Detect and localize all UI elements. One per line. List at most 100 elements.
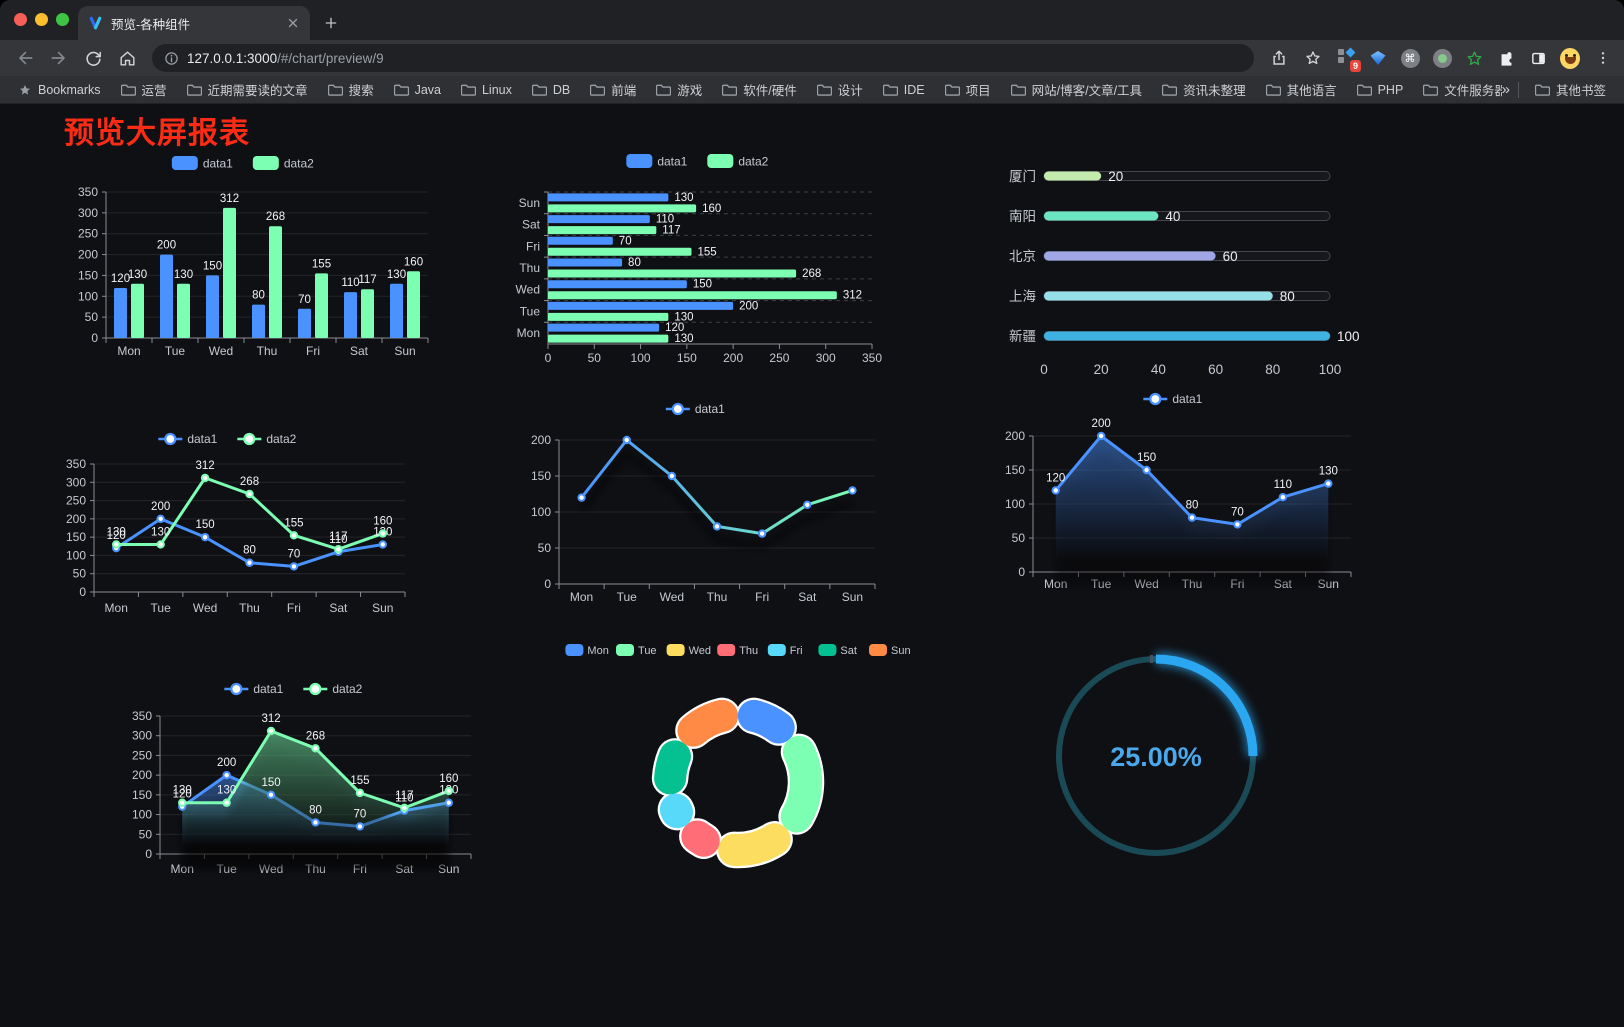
- svg-text:200: 200: [531, 433, 551, 447]
- bookmark-folder[interactable]: Java: [386, 80, 449, 100]
- folder-icon: [120, 84, 136, 96]
- extension-record-icon[interactable]: [1432, 48, 1452, 68]
- line-chart-basic: 0 50 100 150 200 250 300 350 Mon Tue Wed Thu Fri Sat S…: [40, 420, 415, 640]
- bookmark-folder[interactable]: 资讯未整理: [1154, 77, 1254, 102]
- progress-bar-chart: 厦门 20 南阳 40 北京 60 上海 80 新疆 100 0 20 40 60 80 100: [998, 150, 1368, 390]
- bookmark-folder[interactable]: 游戏: [648, 77, 710, 102]
- svg-text:200: 200: [78, 248, 98, 262]
- svg-text:60: 60: [1208, 362, 1223, 377]
- svg-text:110: 110: [656, 214, 674, 226]
- bookmark-folder[interactable]: 网站/博客/文章/工具: [1003, 77, 1150, 102]
- svg-text:350: 350: [66, 457, 86, 471]
- svg-text:Sat: Sat: [350, 344, 369, 358]
- profile-avatar[interactable]: [1560, 47, 1580, 69]
- extension-grid-icon[interactable]: 9: [1336, 47, 1361, 72]
- bookmark-folder[interactable]: 近期需要读的文章: [179, 77, 316, 102]
- bookmark-folder[interactable]: 设计: [809, 77, 871, 102]
- bookmark-folder[interactable]: 文件服务器: [1415, 77, 1502, 102]
- chart-legend[interactable]: Mon Tue Wed Thu Fri Sat Sun: [565, 644, 911, 657]
- svg-text:Mon: Mon: [570, 590, 593, 604]
- svg-text:100: 100: [1337, 329, 1360, 344]
- bookmark-folder[interactable]: IDE: [875, 80, 933, 100]
- progress-fill-新疆: [1044, 331, 1330, 341]
- svg-text:117: 117: [662, 225, 680, 237]
- folder-icon: [722, 84, 738, 96]
- bookmark-folder[interactable]: 搜索: [320, 77, 382, 102]
- window-close-button[interactable]: [14, 13, 27, 26]
- svg-text:40: 40: [1151, 362, 1166, 377]
- svg-text:130: 130: [107, 526, 126, 538]
- svg-text:Sat: Sat: [798, 590, 817, 604]
- svg-text:130: 130: [217, 785, 236, 797]
- bookmark-folder[interactable]: DB: [524, 80, 578, 100]
- bookmark-label: 资讯未整理: [1183, 84, 1246, 98]
- svg-text:100: 100: [1005, 497, 1025, 511]
- donut-segment-Mon: [737, 699, 795, 744]
- chart-legend[interactable]: data1 data2: [158, 432, 297, 446]
- side-panel-icon[interactable]: [1528, 48, 1548, 68]
- share-button[interactable]: [1264, 43, 1294, 73]
- svg-text:Thu: Thu: [519, 261, 540, 275]
- info-icon[interactable]: [164, 51, 179, 66]
- svg-text:data1: data1: [253, 682, 283, 696]
- svg-text:250: 250: [132, 748, 152, 762]
- tab-favicon: [89, 16, 102, 29]
- extension-gem-icon[interactable]: [1368, 48, 1388, 68]
- bookmark-label: 项目: [965, 84, 991, 98]
- back-button[interactable]: [10, 43, 40, 73]
- window-zoom-button[interactable]: [56, 13, 69, 26]
- svg-text:Wed: Wed: [193, 601, 217, 615]
- bookmark-folder[interactable]: 软件/硬件: [714, 77, 804, 102]
- bookmarks-manager[interactable]: Bookmarks: [10, 80, 109, 100]
- line-chart-gradient: 0 50 100 150 200 Mon Tue Wed Thu Fri Sat Sun data1: [503, 396, 888, 616]
- bookmark-folder[interactable]: PHP: [1349, 80, 1412, 100]
- window-minimize-button[interactable]: [35, 13, 48, 26]
- svg-text:150: 150: [677, 351, 697, 365]
- bookmark-folder[interactable]: Linux: [453, 80, 520, 100]
- svg-text:120: 120: [111, 273, 130, 285]
- bar-series-data1: 120 200 150 80 70 110 130: [111, 240, 406, 338]
- svg-text:130: 130: [151, 526, 170, 538]
- svg-text:data1: data1: [187, 432, 217, 446]
- svg-text:160: 160: [439, 773, 458, 785]
- bookmark-folder[interactable]: 项目: [937, 77, 999, 102]
- donut-segment-Fri: [659, 793, 694, 829]
- svg-text:268: 268: [240, 476, 259, 488]
- folder-icon: [1162, 84, 1178, 96]
- browser-tab[interactable]: 预览-各种组件: [78, 6, 310, 40]
- svg-text:北京: 北京: [1009, 249, 1036, 264]
- bookmark-folder[interactable]: 其他语言: [1258, 77, 1345, 102]
- forward-button[interactable]: [44, 43, 74, 73]
- extension-command-icon[interactable]: ⌘: [1400, 48, 1420, 68]
- reload-button[interactable]: [78, 43, 108, 73]
- home-button[interactable]: [112, 43, 142, 73]
- tab-close-icon[interactable]: [286, 16, 300, 30]
- bookmark-label: PHP: [1377, 82, 1404, 97]
- bookmark-folder[interactable]: 运营: [113, 77, 175, 102]
- folder-icon: [882, 84, 898, 96]
- bookmark-button[interactable]: [1298, 43, 1328, 73]
- svg-text:Thu: Thu: [707, 590, 728, 604]
- bar-series-data2: 130 130 312 268 155 117 160: [128, 193, 423, 338]
- chart-legend[interactable]: data1 data2: [626, 154, 769, 169]
- chart-legend[interactable]: data1: [665, 402, 725, 416]
- bookmark-folder[interactable]: 前端: [582, 77, 644, 102]
- chart-legend[interactable]: data1 data2: [224, 682, 363, 696]
- extension-star-icon[interactable]: [1464, 48, 1484, 68]
- other-bookmarks[interactable]: 其他书签: [1527, 77, 1614, 102]
- forward-icon: [51, 51, 65, 65]
- svg-text:150: 150: [261, 777, 280, 789]
- folder-icon: [460, 84, 476, 96]
- bookmarks-overflow-chevron[interactable]: »: [1501, 81, 1510, 98]
- svg-text:268: 268: [802, 268, 821, 280]
- extension-puzzle-icon[interactable]: [1496, 48, 1516, 68]
- home-icon: [119, 50, 135, 66]
- legend-swatch: [252, 156, 279, 170]
- new-tab-button[interactable]: [318, 10, 344, 36]
- menu-button[interactable]: [1592, 43, 1614, 73]
- chart-legend[interactable]: data1: [1143, 392, 1203, 406]
- address-bar[interactable]: 127.0.0.1:3000 /#/chart/preview/9: [152, 44, 1254, 72]
- chart-legend[interactable]: data1 data2: [171, 156, 314, 171]
- svg-text:200: 200: [157, 240, 176, 252]
